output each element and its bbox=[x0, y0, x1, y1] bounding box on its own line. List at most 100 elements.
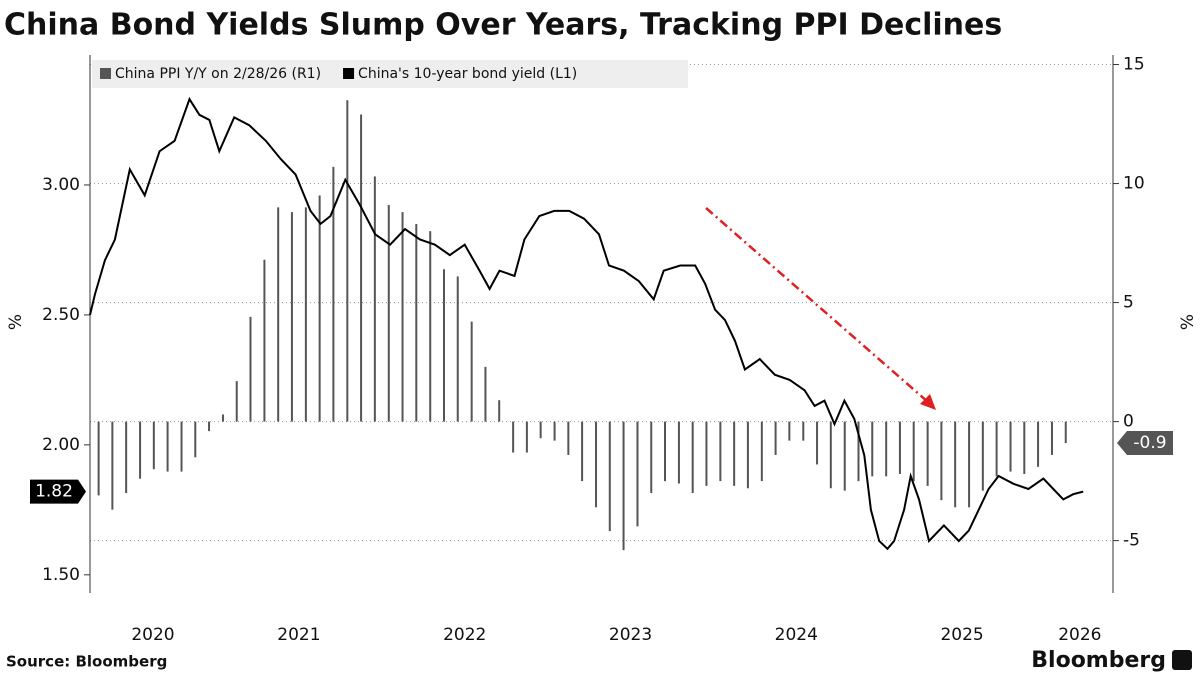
last-value-label: -0.9 bbox=[1133, 433, 1166, 453]
bar bbox=[290, 212, 293, 422]
bar bbox=[415, 224, 418, 422]
line bbox=[89, 96, 1084, 551]
x-tick-label: 2022 bbox=[443, 625, 486, 645]
bar bbox=[111, 421, 114, 510]
bar bbox=[940, 421, 943, 501]
bar bbox=[857, 421, 860, 482]
bar bbox=[802, 421, 805, 441]
bar bbox=[843, 421, 846, 491]
x-tick-label: 2026 bbox=[1058, 625, 1101, 645]
bar bbox=[636, 421, 639, 527]
brand: Bloomberg bbox=[1031, 648, 1166, 673]
bar bbox=[995, 421, 998, 477]
bar bbox=[208, 421, 211, 432]
last-value-box bbox=[1117, 431, 1173, 456]
legend-box bbox=[92, 60, 688, 88]
bar bbox=[816, 421, 819, 465]
bar bbox=[125, 421, 128, 494]
x-tick-label: 2025 bbox=[940, 625, 983, 645]
bar bbox=[373, 176, 376, 422]
bar bbox=[221, 414, 224, 422]
bar bbox=[650, 421, 653, 494]
bar bbox=[180, 421, 183, 472]
arrow-head bbox=[920, 394, 936, 410]
bar bbox=[968, 421, 971, 508]
bar bbox=[97, 421, 100, 496]
bar bbox=[622, 421, 625, 551]
brand-icon bbox=[1172, 650, 1192, 670]
bar bbox=[581, 421, 584, 482]
bar bbox=[456, 276, 459, 422]
last-value-box bbox=[30, 479, 86, 504]
y-tick-label: 2.00 bbox=[42, 435, 80, 455]
bar bbox=[926, 421, 929, 486]
bar bbox=[1064, 421, 1067, 444]
bar bbox=[152, 421, 155, 470]
bar bbox=[235, 381, 238, 422]
legend-label: China PPI Y/Y on 2/28/26 (R1) bbox=[115, 66, 321, 82]
bar bbox=[484, 366, 487, 422]
legend-swatch bbox=[343, 68, 355, 79]
bar bbox=[774, 421, 777, 455]
y2-axis-label: % bbox=[1178, 314, 1198, 330]
bar bbox=[194, 421, 197, 458]
bar bbox=[318, 195, 321, 422]
source: Source: Bloomberg bbox=[6, 653, 167, 671]
bar bbox=[1009, 421, 1012, 472]
bar bbox=[442, 269, 445, 422]
bar bbox=[1037, 421, 1040, 467]
bar bbox=[553, 421, 556, 441]
bar bbox=[346, 100, 349, 422]
y2-tick-label: 10 bbox=[1123, 174, 1145, 194]
bar bbox=[885, 421, 888, 477]
y-tick-label: 3.00 bbox=[42, 175, 80, 195]
last-value-label: 1.82 bbox=[35, 482, 73, 502]
bar bbox=[470, 321, 473, 422]
x-tick-label: 2020 bbox=[131, 625, 174, 645]
bar bbox=[719, 421, 722, 482]
y-tick-label: 2.50 bbox=[42, 305, 80, 325]
bar bbox=[788, 421, 791, 441]
bar bbox=[567, 421, 570, 455]
bar bbox=[954, 421, 957, 508]
bar bbox=[829, 421, 832, 489]
x-tick-label: 2024 bbox=[775, 625, 818, 645]
bar bbox=[898, 421, 901, 474]
bar bbox=[677, 421, 680, 484]
bar bbox=[595, 421, 598, 508]
bar bbox=[608, 421, 611, 532]
bar bbox=[1050, 421, 1053, 455]
y2-tick-label: -5 bbox=[1123, 531, 1140, 551]
x-tick-label: 2021 bbox=[277, 625, 320, 645]
bar bbox=[263, 259, 266, 422]
bar bbox=[401, 212, 404, 422]
bar bbox=[760, 421, 763, 482]
bar bbox=[332, 166, 335, 422]
bar bbox=[664, 421, 667, 482]
legend-swatch bbox=[100, 68, 111, 79]
bar bbox=[525, 421, 528, 453]
bar bbox=[249, 316, 252, 422]
bar bbox=[871, 421, 874, 477]
y2-tick-label: 15 bbox=[1123, 55, 1145, 75]
y2-tick-label: 0 bbox=[1123, 412, 1134, 432]
bar bbox=[498, 400, 501, 422]
bar bbox=[429, 231, 432, 422]
bar bbox=[912, 421, 915, 482]
bar bbox=[705, 421, 708, 486]
bar bbox=[746, 421, 749, 489]
bar bbox=[139, 421, 142, 479]
bar bbox=[304, 207, 307, 422]
bar bbox=[981, 421, 984, 491]
bar bbox=[691, 421, 694, 494]
bar bbox=[360, 114, 363, 422]
bar bbox=[277, 207, 280, 422]
y-tick-label: 1.50 bbox=[42, 565, 80, 585]
bar bbox=[539, 421, 542, 439]
bar bbox=[733, 421, 736, 486]
bar bbox=[166, 421, 169, 472]
bar bbox=[387, 204, 390, 422]
bar bbox=[512, 421, 515, 453]
y-axis-label: % bbox=[6, 314, 26, 330]
